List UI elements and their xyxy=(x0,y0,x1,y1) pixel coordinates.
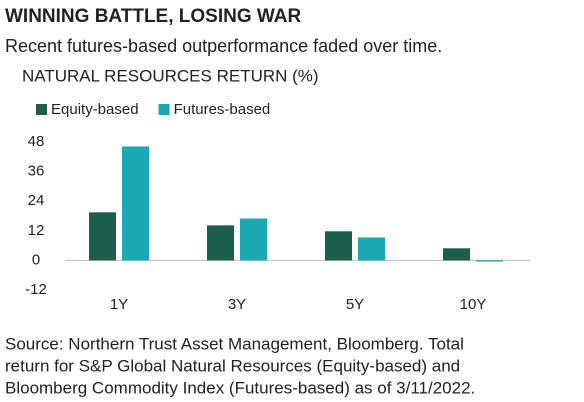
source-note: return for S&P Global Natural Resources … xyxy=(5,356,460,375)
bar xyxy=(240,218,267,261)
y-tick-label: 36 xyxy=(28,163,45,180)
x-tick-label: 3Y xyxy=(228,296,246,313)
y-tick-label: 48 xyxy=(28,133,45,150)
chart-title: WINNING BATTLE, LOSING WAR xyxy=(5,6,302,27)
legend-label: Equity-based xyxy=(51,101,139,118)
bar xyxy=(122,146,149,261)
bar xyxy=(325,231,352,261)
x-tick-label: 5Y xyxy=(346,296,364,313)
legend-label: Futures-based xyxy=(174,101,271,118)
bar xyxy=(207,225,234,261)
y-tick-label: 24 xyxy=(28,192,45,209)
bar xyxy=(89,212,116,261)
bar xyxy=(358,237,385,261)
y-tick-label: 12 xyxy=(28,222,45,239)
legend-swatch xyxy=(36,104,47,115)
source-note: Bloomberg Commodity Index (Futures-based… xyxy=(5,378,475,397)
x-tick-label: 1Y xyxy=(110,296,128,313)
chart-subtitle: Recent futures-based outperformance fade… xyxy=(5,36,442,56)
x-tick-label: 10Y xyxy=(460,296,487,313)
y-tick-label: -12 xyxy=(25,281,47,298)
legend-swatch xyxy=(158,104,170,115)
y-tick-label: 0 xyxy=(32,251,40,268)
source-note: Source: Northern Trust Asset Management,… xyxy=(5,334,464,353)
panel-title: NATURAL RESOURCES RETURN (%) xyxy=(22,66,319,85)
bar xyxy=(443,248,470,261)
bar xyxy=(476,260,503,262)
